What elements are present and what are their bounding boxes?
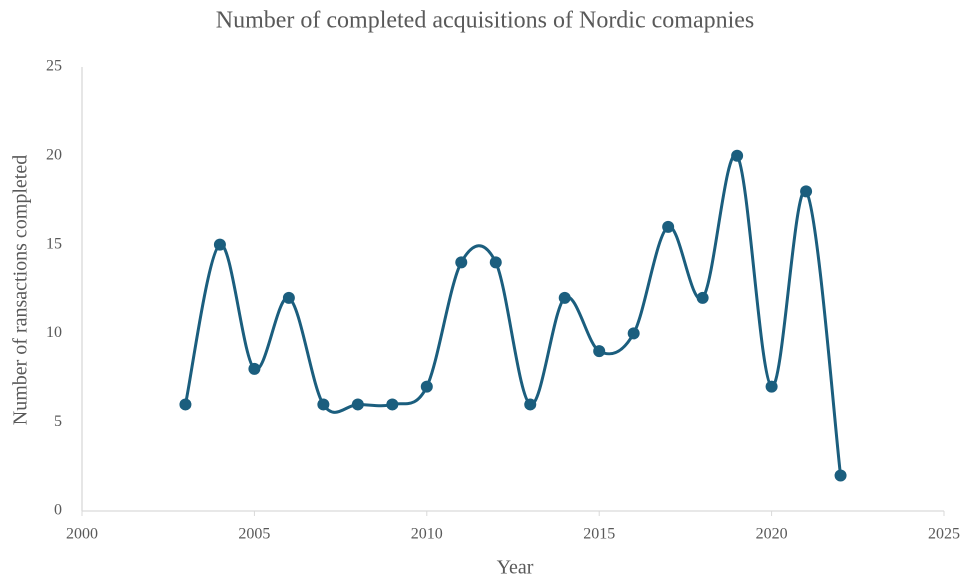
- point: [593, 345, 606, 358]
- x-tick-label: 2020: [756, 526, 788, 543]
- point: [627, 327, 640, 340]
- y-tick-label: 15: [46, 235, 62, 252]
- point: [765, 380, 778, 393]
- y-tick-label: 20: [46, 146, 62, 163]
- point: [558, 291, 571, 304]
- y-tick-label: 0: [54, 502, 62, 519]
- point: [489, 256, 502, 269]
- point: [731, 149, 744, 162]
- line: [183, 153, 843, 476]
- point: [179, 398, 192, 411]
- point: [248, 362, 261, 375]
- point: [351, 398, 364, 411]
- x-tick-label: 2025: [928, 526, 960, 543]
- point: [524, 398, 537, 411]
- point: [662, 220, 675, 233]
- x-tick-label: 2005: [238, 526, 270, 543]
- y-tick-label: 10: [46, 324, 62, 341]
- point: [455, 256, 468, 269]
- point: [420, 380, 433, 393]
- point: [386, 398, 399, 411]
- point: [834, 469, 847, 482]
- x-tick-label: 2015: [583, 526, 615, 543]
- x-tick-label: 2010: [411, 526, 443, 543]
- y-tick-label: 5: [54, 413, 62, 430]
- point: [282, 291, 295, 304]
- y-tick-label: 25: [46, 58, 62, 75]
- point: [317, 398, 330, 411]
- point: [800, 185, 813, 198]
- point: [696, 291, 709, 304]
- x-axis-title: Year: [497, 557, 534, 579]
- chart-title: Number of completed acquisitions of Nord…: [216, 8, 755, 34]
- point: [213, 238, 226, 251]
- x-tick-label: 2000: [66, 526, 98, 543]
- y-axis-title: Number of ransactions completed: [10, 155, 32, 425]
